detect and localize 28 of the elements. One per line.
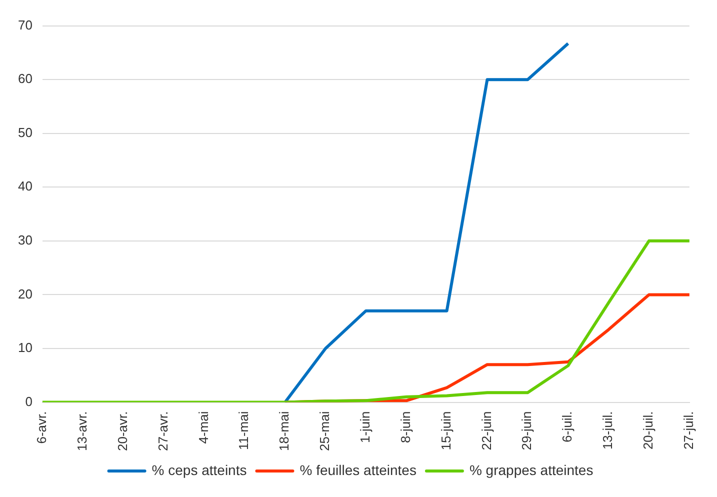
y-tick-label: 70 — [18, 17, 32, 32]
legend-label: % grappes atteintes — [469, 462, 594, 478]
y-tick-label: 40 — [18, 178, 32, 194]
x-tick-label: 20-avr. — [114, 411, 130, 452]
legend-label: % feuilles atteintes — [300, 462, 416, 478]
x-tick-label: 6-juil. — [560, 411, 575, 442]
x-tick-label: 11-mai — [236, 411, 252, 450]
x-tick-label: 13-juil. — [600, 411, 616, 450]
x-tick-label: 4-mai — [196, 411, 211, 444]
x-tick-label: 27-juil. — [680, 411, 696, 450]
y-tick-label: 50 — [18, 124, 32, 140]
y-tick-label: 0 — [25, 394, 32, 409]
x-tick-label: 20-juil. — [640, 411, 656, 450]
x-tick-label: 18-mai — [276, 411, 292, 452]
y-tick-label: 60 — [18, 71, 32, 86]
x-tick-label: 22-juin — [478, 411, 494, 450]
x-tick-label: 13-avr. — [74, 411, 90, 452]
y-tick-label: 20 — [18, 286, 32, 302]
legend-label: % ceps atteints — [152, 462, 247, 478]
x-tick-label: 6-avr. — [34, 411, 50, 444]
y-tick-label: 10 — [18, 340, 32, 356]
x-tick-label: 27-avr. — [155, 411, 170, 452]
x-tick-label: 15-juin — [438, 411, 454, 450]
x-tick-label: 1-juin — [358, 411, 373, 444]
x-tick-label: 29-juin — [519, 411, 534, 450]
y-tick-label: 30 — [18, 232, 32, 248]
x-tick-label: 25-mai — [317, 411, 332, 452]
x-tick-label: 8-juin — [398, 411, 413, 444]
